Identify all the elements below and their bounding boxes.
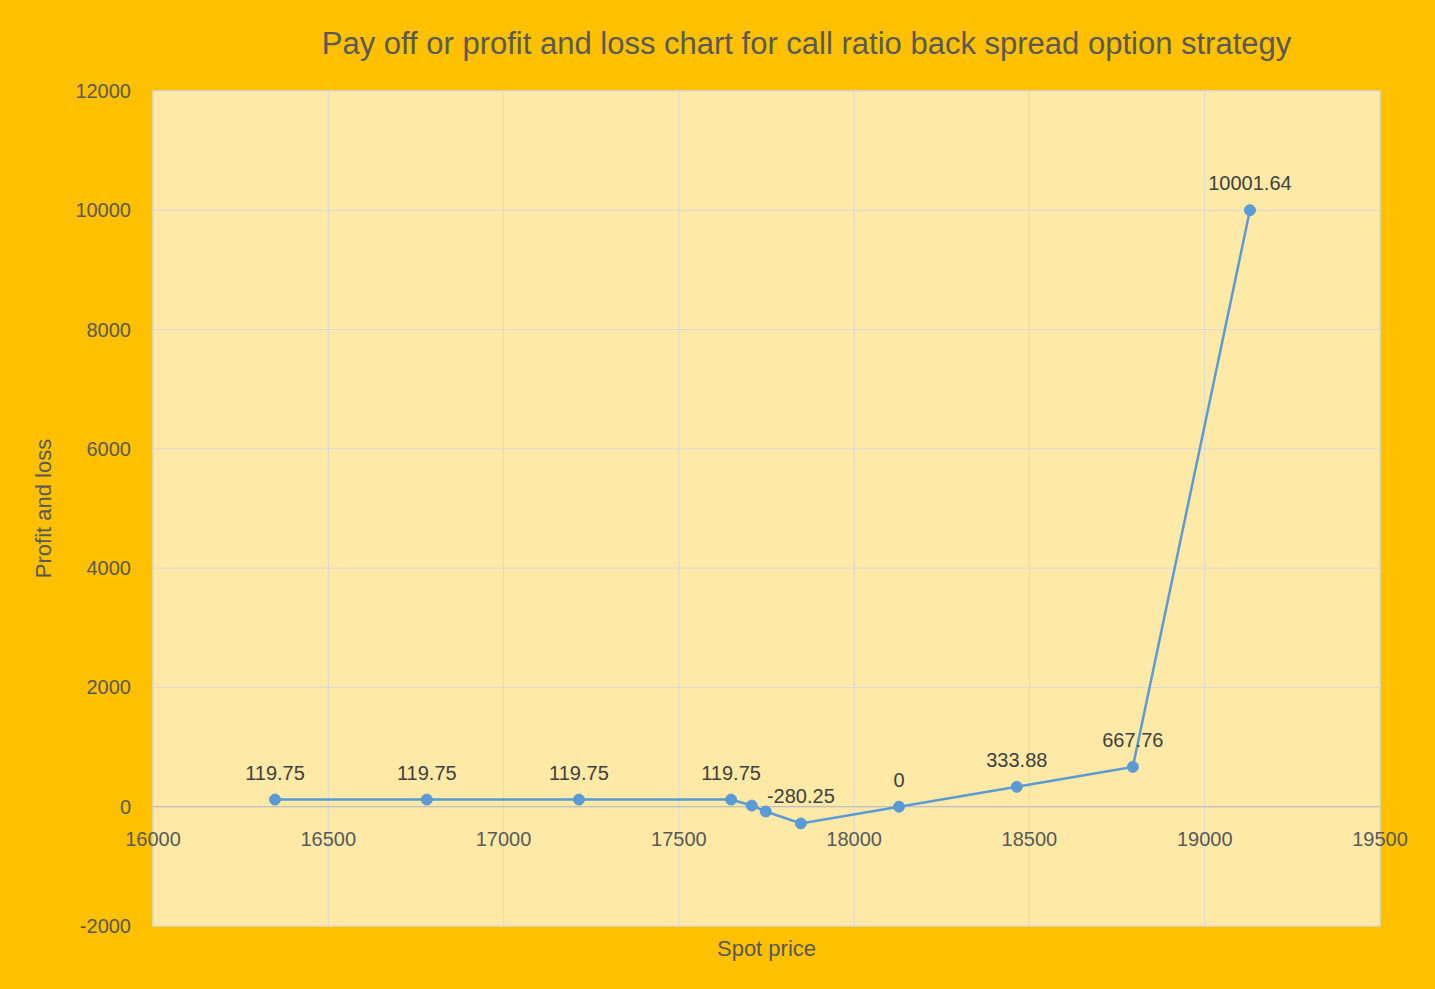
data-label: 333.88 — [986, 749, 1047, 771]
y-grid-line — [153, 568, 1380, 569]
plot-area — [153, 91, 1380, 926]
x-tick-label: 19000 — [1177, 828, 1233, 850]
y-grid-line — [153, 448, 1380, 449]
x-grid-line — [854, 91, 855, 926]
data-label: 119.75 — [245, 762, 305, 784]
y-grid-line — [153, 210, 1380, 211]
x-grid-line — [1029, 91, 1030, 926]
x-tick-label: 16500 — [300, 828, 356, 850]
background — [0, 0, 1435, 989]
data-label: 0 — [893, 769, 904, 791]
x-grid-line — [1204, 91, 1205, 926]
chart: Pay off or profit and loss chart for cal… — [0, 0, 1435, 989]
data-label: -280.25 — [767, 785, 835, 807]
x-tick-label: 18000 — [826, 828, 882, 850]
data-point — [1127, 761, 1138, 772]
y-grid-line — [153, 329, 1380, 330]
data-point — [746, 800, 757, 811]
chart-root: Pay off or profit and loss chart for cal… — [0, 0, 1435, 989]
series-group — [269, 205, 1255, 829]
y-axis-label: Profit and loss — [31, 439, 56, 578]
data-label: 667.76 — [1102, 729, 1163, 751]
y-tick-label: -2000 — [80, 915, 131, 937]
data-label: 119.75 — [549, 762, 609, 784]
y-tick-label: 0 — [120, 796, 131, 818]
x-axis-label: Spot price — [717, 936, 816, 961]
data-label: 119.75 — [397, 762, 457, 784]
x-tick-label: 17000 — [476, 828, 532, 850]
data-point — [795, 818, 806, 829]
x-grid-line — [153, 91, 154, 926]
y-tick-label: 4000 — [87, 557, 132, 579]
data-point — [573, 794, 584, 805]
data-labels: 119.75 119.75 119.75 119.75 -280.25 0 333.88 66… — [245, 172, 1291, 807]
data-point — [760, 806, 771, 817]
x-grid-line — [1380, 91, 1381, 926]
data-point — [421, 794, 432, 805]
y-tick-label: 2000 — [87, 676, 132, 698]
y-tick-label: 12000 — [75, 80, 131, 102]
x-tick-label: 18500 — [1002, 828, 1058, 850]
y-grid-line — [153, 687, 1380, 688]
data-label: 119.75 — [701, 762, 761, 784]
data-point — [1244, 205, 1255, 216]
data-label: 10001.64 — [1208, 172, 1291, 194]
x-tick-label: 19500 — [1352, 828, 1408, 850]
y-grid-line — [153, 926, 1380, 927]
data-point — [894, 801, 905, 812]
y-grid-line — [153, 91, 1380, 92]
data-point — [269, 794, 280, 805]
y-tick-label: 8000 — [87, 319, 132, 341]
data-point — [1011, 781, 1022, 792]
title: Pay off or profit and loss chart for cal… — [322, 26, 1292, 61]
y-tick-label: 10000 — [75, 199, 131, 221]
x-tick-label: 17500 — [651, 828, 707, 850]
x-tick-label: 16000 — [125, 828, 181, 850]
y-tick-label: 6000 — [87, 438, 132, 460]
data-point — [726, 794, 737, 805]
series-line — [275, 210, 1250, 823]
